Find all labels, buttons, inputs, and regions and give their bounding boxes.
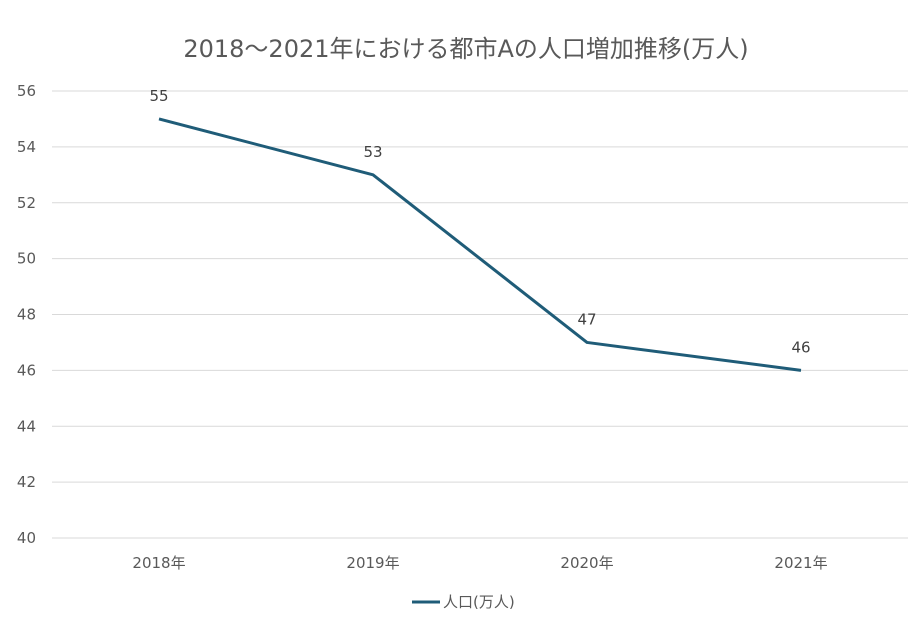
y-tick-label: 46 [17,361,36,379]
x-tick-label: 2018年 [132,554,185,572]
x-tick-label: 2020年 [560,554,613,572]
series-group [158,117,802,372]
y-tick-label: 40 [17,529,36,547]
legend-label: 人口(万人) [443,593,515,611]
series-line [158,117,802,372]
x-axis-tick-labels: 2018年 2019年 2020年 2021年 [132,554,827,572]
y-axis-tick-labels: 40 42 44 46 48 50 52 54 56 [17,82,36,547]
data-labels: 55 53 47 46 [149,87,810,356]
x-tick-label: 2019年 [346,554,399,572]
gridlines [52,90,908,539]
y-tick-label: 44 [17,417,36,435]
chart-title: 2018～2021年における都市Aの人口増加推移(万人) [183,35,748,63]
y-tick-label: 56 [17,82,36,100]
data-label: 53 [363,143,382,161]
y-tick-label: 52 [17,194,36,212]
x-tick-label: 2021年 [774,554,827,572]
y-tick-label: 42 [17,473,36,491]
data-label: 55 [149,87,168,105]
y-tick-label: 50 [17,250,36,268]
y-tick-label: 48 [17,306,36,324]
data-label: 47 [577,310,596,328]
data-label: 46 [791,338,810,356]
y-tick-label: 54 [17,138,36,156]
legend: 人口(万人) [412,593,515,611]
